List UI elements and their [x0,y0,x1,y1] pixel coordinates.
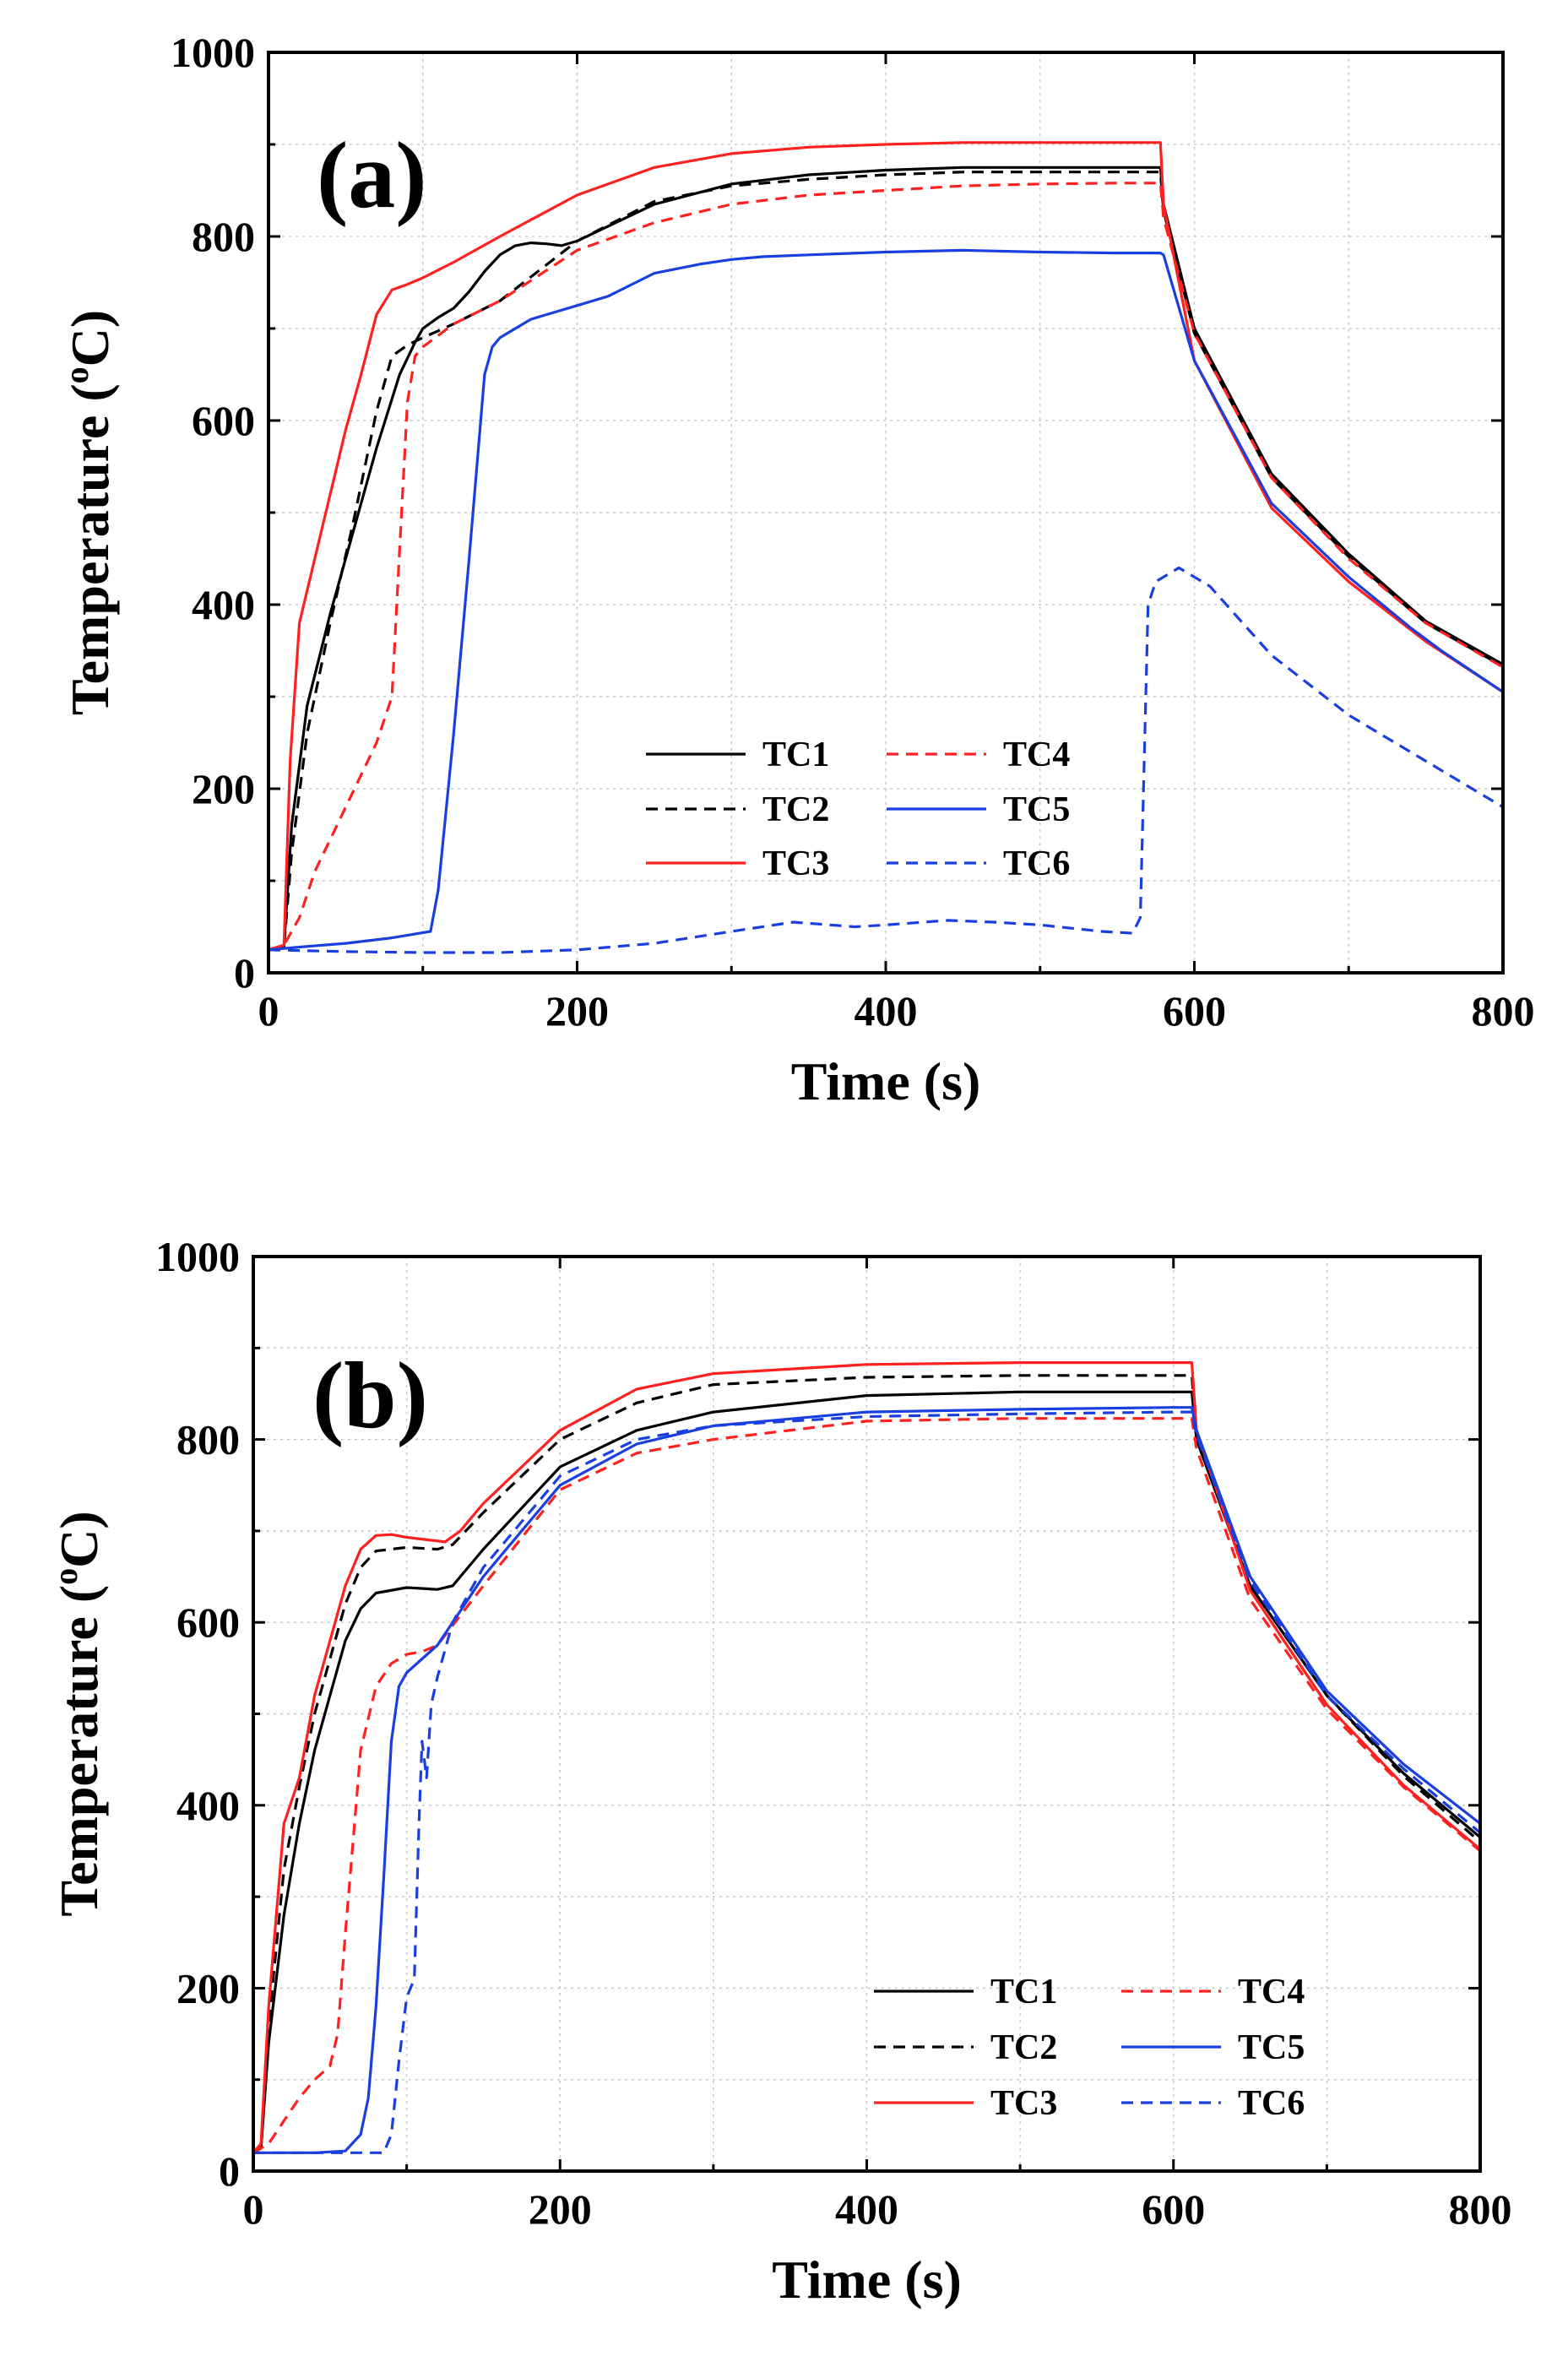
x-tick-label: 0 [243,2185,264,2233]
series-line-tc3 [252,1360,1482,2154]
chart-panel-b: 0 200 400 600 800 0 200 400 600 800 1000 Time (s) Te… [46,1233,1512,2310]
legend-item-tc5: TC5 [1121,2028,1305,2067]
y-axis-title-degree: o [46,1568,84,1585]
y-axis-title-unit: C) [60,310,120,367]
legend-label: TC1 [762,736,829,774]
series-lines [252,1360,1482,2154]
series-line-tc6 [253,1410,1482,2154]
y-axis-title: Temperature (oC) [46,1511,109,1916]
legend-label: TC2 [990,2028,1057,2067]
legend-item-tc1: TC1 [874,1973,1057,2011]
legend-item-tc2: TC2 [646,790,829,829]
legend-label: TC6 [1003,844,1070,883]
y-tick-label: 800 [192,213,255,260]
y-tick-label: 600 [176,1599,240,1646]
x-tick-label: 800 [1472,987,1535,1034]
gridlines [269,52,1503,973]
y-tick-label: 400 [192,581,255,628]
x-tick-label: 400 [835,2185,898,2233]
legend-item-tc3: TC3 [646,844,829,883]
legend-item-tc4: TC4 [887,736,1070,774]
legend-label: TC5 [1238,2028,1305,2067]
y-tick-label: 0 [219,2147,240,2195]
legend-label: TC5 [1003,790,1070,829]
legend-item-tc6: TC6 [1121,2084,1305,2123]
y-tick-label: 600 [192,397,255,444]
x-tick-label: 0 [258,987,279,1034]
y-axis-title-main: Temperature ( [60,383,120,715]
x-tick-label: 200 [529,2185,592,2233]
legend-item-tc1: TC1 [646,736,829,774]
x-tick-label: 200 [545,987,609,1034]
x-axis-title: Time (s) [772,2250,962,2310]
y-axis-title-degree: o [57,366,95,383]
y-tick-label: 1000 [155,1233,240,1280]
y-tick-label: 1000 [171,29,255,76]
legend-label: TC3 [762,844,829,883]
series-line-tc6 [268,566,1504,954]
legend-label: TC4 [1003,736,1070,774]
x-tick-label: 800 [1449,2185,1512,2233]
legend: TC1 TC2 TC3 TC4 TC5 TC6 [874,1973,1305,2123]
legend-item-tc4: TC4 [1121,1973,1305,2011]
legend-label: TC2 [762,790,829,829]
series-line-tc4 [268,182,1504,952]
series-line-tc4 [252,1417,1482,2154]
legend-item-tc5: TC5 [887,790,1070,829]
legend-item-tc6: TC6 [887,844,1070,883]
x-tick-label: 600 [1142,2185,1205,2233]
legend-label: TC3 [990,2084,1057,2123]
panel-label: (b) [312,1344,428,1448]
x-tick-label: 600 [1163,987,1226,1034]
legend-item-tc3: TC3 [874,2084,1057,2123]
series-line-tc3 [268,141,1504,952]
ticks: 0 200 400 600 800 0 200 400 600 800 1000 [155,1233,1512,2233]
legend-label: TC1 [990,1973,1057,2011]
chart-panel-a: 0 200 400 600 800 0 200 400 600 800 1000 Time (s) Te… [57,29,1535,1111]
y-tick-label: 0 [234,949,255,996]
gridlines [253,1257,1480,2171]
series-line-tc5 [268,248,1504,952]
y-axis-title-main: Temperature ( [49,1585,109,1917]
series-lines [268,141,1504,954]
y-tick-label: 200 [176,1964,240,2011]
y-tick-label: 200 [192,765,255,812]
y-axis-title: Temperature (oC) [57,310,120,715]
y-tick-label: 400 [176,1782,240,1829]
series-line-tc1 [268,166,1504,952]
legend-item-tc2: TC2 [874,2028,1057,2067]
y-tick-label: 800 [176,1416,240,1463]
y-axis-title-unit: C) [49,1511,109,1568]
x-tick-label: 400 [855,987,918,1034]
x-axis-title: Time (s) [791,1051,981,1111]
ticks: 0 200 400 600 800 0 200 400 600 800 1000 [171,29,1535,1034]
legend-label: TC6 [1238,2084,1305,2123]
legend-label: TC4 [1238,1973,1305,2011]
legend: TC1 TC2 TC3 TC4 TC5 TC6 [646,736,1070,883]
series-line-tc2 [268,171,1504,952]
panel-label: (a) [317,123,427,228]
